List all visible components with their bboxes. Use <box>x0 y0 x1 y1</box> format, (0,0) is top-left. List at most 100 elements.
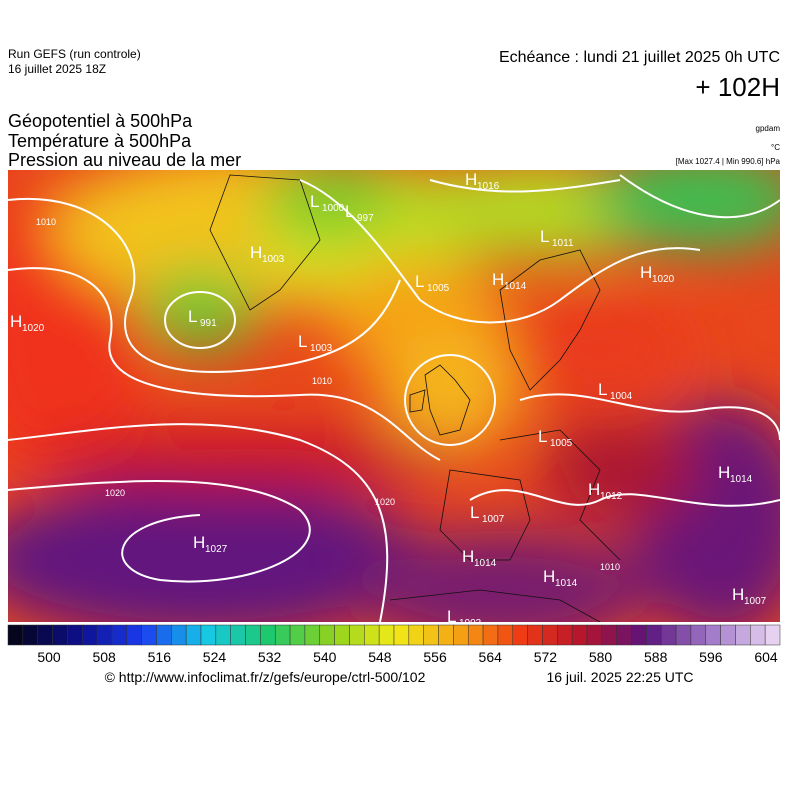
center-letter: H <box>193 533 205 552</box>
center-letter: H <box>640 263 652 282</box>
center-letter: L <box>345 202 354 221</box>
generated: 16 juil. 2025 22:25 UTC <box>546 669 693 685</box>
colorbar-tick-label: 516 <box>148 649 172 665</box>
center-value: 1011 <box>552 238 574 249</box>
center-letter: L <box>415 272 424 291</box>
colorbar-swatch <box>52 624 68 646</box>
colorbar-tick-label: 588 <box>644 649 668 665</box>
colorbar-swatch <box>215 624 231 646</box>
center-letter: H <box>250 243 262 262</box>
colorbar-swatch <box>200 624 217 646</box>
isoline-label: 1010 <box>36 217 56 227</box>
center-letter: H <box>462 547 474 566</box>
center-letter: L <box>538 427 547 446</box>
center-letter: L <box>470 503 479 522</box>
title: Température à 500hPa <box>8 131 192 151</box>
colorbar-swatch <box>349 624 365 646</box>
colorbar-swatch <box>7 624 24 646</box>
colorbar-tick-label: 604 <box>754 649 778 665</box>
center-letter: L <box>447 607 456 626</box>
colorbar-swatch <box>289 624 306 646</box>
colorbar-swatch <box>646 624 662 646</box>
center-value: 1000 <box>322 203 345 214</box>
colorbar-swatch <box>156 624 172 646</box>
center-letter: L <box>598 380 607 399</box>
colorbar-swatch <box>571 624 588 646</box>
center-value: 1005 <box>427 283 450 294</box>
center-value: 1005 <box>550 438 573 449</box>
colorbar-swatch <box>378 624 395 646</box>
colorbar-swatch <box>245 624 261 646</box>
center-value: 1003 <box>459 618 482 629</box>
run-date: 16 juillet 2025 18Z <box>8 62 106 76</box>
colorbar-swatch <box>22 624 38 646</box>
colorbar-swatch <box>126 624 142 646</box>
center-value: 1027 <box>205 544 228 555</box>
center-value: 1003 <box>262 254 285 265</box>
colorbar-tick-label: 564 <box>479 649 503 665</box>
colorbar-swatch <box>750 624 766 646</box>
colorbar-tick-label: 500 <box>37 649 61 665</box>
colorbar-swatch <box>334 624 350 646</box>
colorbar-swatch <box>230 624 246 646</box>
center-letter: H <box>465 170 477 189</box>
center-value: 1004 <box>610 391 633 402</box>
colorbar-swatch <box>96 624 113 646</box>
center-letter: H <box>543 567 555 586</box>
colorbar-swatch <box>660 624 677 646</box>
center-letter: H <box>10 312 22 331</box>
title: Pression au niveau de la mer <box>8 150 241 170</box>
run: Run GEFS (run controle) <box>8 47 141 61</box>
colorbar-swatch <box>260 624 276 646</box>
colorbar-swatch <box>364 624 380 646</box>
center-value: 1007 <box>482 514 505 525</box>
colorbar-swatch <box>393 624 410 646</box>
colorbar-swatch <box>423 624 439 646</box>
unit: gpdam <box>756 124 781 133</box>
center-value: 1014 <box>730 474 753 485</box>
colorbar-swatch <box>81 624 98 646</box>
isoline-label: 1010 <box>600 562 620 572</box>
colorbar-swatch <box>542 624 558 646</box>
colorbar-swatch <box>111 624 128 646</box>
isoline-label: 1010 <box>312 376 332 386</box>
source: © http://www.infoclimat.fr/z/gefs/europe… <box>105 669 426 685</box>
colorbar-swatch <box>141 624 157 646</box>
colorbar-swatch <box>631 624 647 646</box>
center-letter: L <box>298 332 307 351</box>
colorbar-tick-label: 540 <box>313 649 337 665</box>
center-letter: L <box>188 307 197 326</box>
center-value: 1016 <box>477 181 500 192</box>
center-letter: L <box>540 227 549 246</box>
center-value: 1003 <box>310 343 333 354</box>
center-value: 1012 <box>600 491 623 502</box>
colorbar-swatch <box>453 624 469 646</box>
colorbar-swatch <box>735 624 751 646</box>
center-value: 991 <box>200 318 217 329</box>
colorbar-swatch <box>467 624 484 646</box>
colorbar-swatch <box>408 624 424 646</box>
isoline-label: 1020 <box>105 488 125 498</box>
colorbar-swatch <box>764 624 781 646</box>
center-value: 1007 <box>744 596 767 607</box>
center-letter: H <box>718 463 730 482</box>
colorbar-tick-label: 580 <box>589 649 613 665</box>
colorbar-tick-label: 596 <box>699 649 723 665</box>
colorbar-swatch <box>675 624 692 646</box>
center-letter: H <box>732 585 744 604</box>
lead-time: + 102H <box>695 72 780 102</box>
colorbar-swatch <box>438 624 454 646</box>
center-letter: L <box>310 192 319 211</box>
isoline-label: 1020 <box>375 497 395 507</box>
colorbar-swatch <box>171 624 187 646</box>
colorbar-swatch <box>586 624 603 646</box>
center-value: 1014 <box>555 578 578 589</box>
colorbar-swatch <box>67 624 83 646</box>
colorbar-swatch <box>37 624 53 646</box>
colorbar-swatch <box>601 624 617 646</box>
center-letter: H <box>492 270 504 289</box>
center-value: 1020 <box>652 274 675 285</box>
colorbar-tick-label: 532 <box>258 649 282 665</box>
colorbar-tick-label: 508 <box>92 649 116 665</box>
